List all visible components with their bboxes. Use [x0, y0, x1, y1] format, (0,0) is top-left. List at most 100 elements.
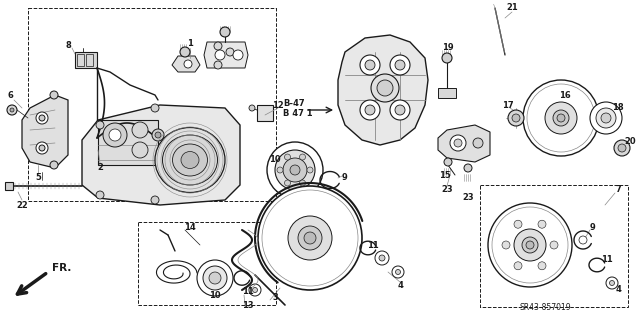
Circle shape — [285, 154, 291, 160]
Circle shape — [253, 287, 257, 293]
Circle shape — [151, 196, 159, 204]
Circle shape — [392, 266, 404, 278]
Text: 4: 4 — [615, 286, 621, 294]
Circle shape — [39, 115, 45, 121]
Bar — [5, 182, 13, 190]
Polygon shape — [438, 125, 490, 162]
Circle shape — [249, 105, 255, 111]
Text: 13: 13 — [242, 300, 254, 309]
Polygon shape — [82, 105, 240, 205]
Text: FR.: FR. — [52, 263, 72, 273]
Circle shape — [596, 108, 616, 128]
Circle shape — [214, 42, 222, 50]
Circle shape — [377, 80, 393, 96]
Text: 19: 19 — [442, 43, 454, 53]
Circle shape — [502, 217, 558, 273]
Circle shape — [590, 102, 622, 134]
Circle shape — [249, 284, 261, 296]
Circle shape — [535, 92, 587, 144]
Text: 17: 17 — [502, 100, 514, 109]
Text: 11: 11 — [242, 287, 254, 296]
Text: 20: 20 — [624, 137, 636, 146]
Circle shape — [395, 60, 405, 70]
Circle shape — [262, 190, 358, 286]
Text: 10: 10 — [209, 291, 221, 300]
Circle shape — [155, 132, 161, 138]
Polygon shape — [338, 35, 428, 145]
Text: 14: 14 — [184, 224, 196, 233]
Circle shape — [508, 110, 524, 126]
Bar — [438, 88, 456, 98]
Circle shape — [606, 277, 618, 289]
Text: 8: 8 — [65, 41, 71, 49]
Circle shape — [609, 280, 614, 286]
Bar — [28, 8, 276, 201]
Circle shape — [523, 80, 599, 156]
Circle shape — [365, 105, 375, 115]
Circle shape — [464, 164, 472, 172]
Circle shape — [579, 236, 587, 244]
Ellipse shape — [181, 152, 199, 168]
Text: 2: 2 — [97, 164, 103, 173]
Circle shape — [531, 88, 591, 148]
Circle shape — [280, 208, 340, 268]
Bar — [75, 52, 97, 68]
Circle shape — [152, 129, 164, 141]
Circle shape — [300, 180, 305, 186]
Polygon shape — [22, 95, 68, 168]
Circle shape — [132, 122, 148, 138]
Text: 23: 23 — [441, 186, 453, 195]
Circle shape — [450, 135, 466, 151]
Circle shape — [226, 48, 234, 56]
Text: 12: 12 — [272, 100, 284, 109]
Circle shape — [10, 108, 14, 112]
Circle shape — [132, 142, 148, 158]
Bar — [138, 222, 276, 305]
Bar — [86, 54, 93, 66]
Text: 9: 9 — [590, 224, 596, 233]
Text: 9: 9 — [341, 174, 347, 182]
Circle shape — [390, 55, 410, 75]
Circle shape — [209, 272, 221, 284]
Text: 21: 21 — [506, 4, 518, 12]
Circle shape — [514, 220, 522, 228]
Circle shape — [553, 110, 569, 126]
Circle shape — [258, 186, 362, 290]
Circle shape — [36, 142, 48, 154]
Circle shape — [274, 202, 346, 274]
Circle shape — [7, 105, 17, 115]
Text: 11: 11 — [601, 256, 613, 264]
Text: 22: 22 — [16, 201, 28, 210]
Circle shape — [36, 112, 48, 124]
Circle shape — [527, 84, 595, 152]
Circle shape — [502, 241, 510, 249]
Circle shape — [360, 55, 380, 75]
Text: 3: 3 — [272, 293, 278, 302]
Circle shape — [379, 255, 385, 261]
Circle shape — [307, 167, 313, 173]
Circle shape — [283, 158, 307, 182]
Circle shape — [395, 105, 405, 115]
Circle shape — [526, 241, 534, 249]
Text: 7: 7 — [615, 186, 621, 195]
Bar — [152, 128, 166, 142]
Circle shape — [360, 100, 380, 120]
Circle shape — [522, 237, 538, 253]
Ellipse shape — [163, 135, 218, 185]
Circle shape — [109, 129, 121, 141]
Text: 11: 11 — [367, 241, 379, 249]
Circle shape — [545, 102, 577, 134]
Circle shape — [601, 113, 611, 123]
Circle shape — [96, 121, 104, 129]
Text: 4: 4 — [397, 280, 403, 290]
Circle shape — [538, 220, 546, 228]
Circle shape — [538, 262, 546, 270]
Ellipse shape — [173, 144, 207, 176]
Circle shape — [103, 123, 127, 147]
Text: SR43-857019: SR43-857019 — [519, 303, 571, 313]
Circle shape — [618, 144, 626, 152]
Text: 16: 16 — [559, 91, 571, 100]
Text: 10: 10 — [269, 155, 281, 165]
Circle shape — [290, 165, 300, 175]
Circle shape — [442, 53, 452, 63]
